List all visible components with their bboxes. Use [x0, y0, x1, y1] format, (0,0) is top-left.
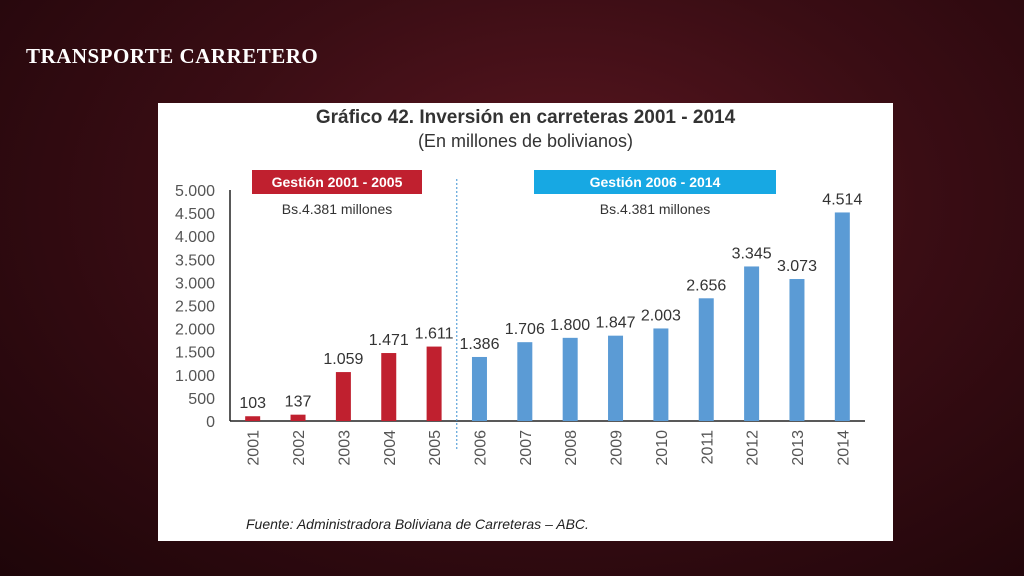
y-tick-label: 500 — [188, 391, 215, 408]
y-tick-label: 1.500 — [175, 345, 215, 362]
x-tick-label: 2003 — [336, 430, 353, 466]
x-tick-label: 2005 — [427, 430, 444, 466]
bar-chart: 0 500 1.000 1.500 2.000 2.500 3.000 3.500 4.000 4… — [175, 179, 865, 466]
value-label: 1.386 — [459, 336, 499, 353]
bar — [789, 279, 805, 421]
chart-title: Gráfico 42. Inversión en carreteras 2001… — [315, 107, 736, 128]
x-tick-label: 2009 — [609, 430, 626, 466]
bar — [245, 416, 261, 421]
bar — [335, 372, 351, 421]
period-label-2001-2005: Gestión 2001 - 2005 — [252, 170, 422, 194]
y-tick-label: 4.500 — [175, 206, 215, 223]
chart-panel: Gráfico 42. Inversión en carreteras 2001… — [158, 103, 893, 541]
y-tick-label: 4.000 — [175, 229, 215, 246]
y-tick-label: 3.500 — [175, 252, 215, 269]
source-note: Fuente: Administradora Boliviana de Carr… — [246, 516, 589, 532]
bar — [698, 298, 714, 421]
x-tick-label: 2002 — [291, 430, 308, 466]
value-label: 1.471 — [369, 332, 409, 349]
value-label: 1.059 — [323, 351, 363, 368]
value-label: 3.345 — [732, 245, 772, 262]
x-tick-label: 2008 — [563, 430, 580, 466]
value-label: 137 — [285, 394, 312, 411]
x-tick-label: 2007 — [518, 430, 535, 466]
bar — [290, 414, 306, 421]
y-tick-label: 0 — [206, 414, 215, 431]
bar — [471, 356, 487, 421]
value-label: 2.656 — [686, 277, 726, 294]
y-tick-label: 2.000 — [175, 322, 215, 339]
period-note-2001-2005: Bs.4.381 millones — [281, 201, 393, 217]
x-tick-label: 2004 — [382, 430, 399, 466]
value-label: 1.800 — [550, 317, 590, 334]
bar — [744, 266, 760, 421]
value-label: 103 — [239, 395, 266, 412]
value-label: 4.514 — [822, 191, 862, 208]
value-label: 3.073 — [777, 258, 817, 275]
bar — [608, 335, 624, 421]
bar — [381, 353, 397, 421]
value-label: 2.003 — [641, 307, 681, 324]
bar — [834, 212, 850, 421]
bar — [517, 342, 533, 421]
period-note-2006-2014: Bs.4.381 millones — [599, 201, 711, 217]
x-tick-label: 2001 — [246, 430, 263, 466]
value-label: 1.611 — [415, 326, 454, 343]
value-label: 1.706 — [505, 321, 545, 338]
x-tick-label: 2012 — [745, 430, 762, 466]
chart-subtitle: (En millones de bolivianos) — [417, 131, 634, 151]
period-label-2006-2014: Gestión 2006 - 2014 — [534, 170, 776, 194]
x-tick-label: 2010 — [654, 430, 671, 466]
x-tick-label: 2013 — [790, 430, 807, 466]
y-tick-label: 1.000 — [175, 368, 215, 385]
x-tick-label: 2006 — [472, 430, 489, 466]
bar — [653, 328, 669, 421]
y-tick-label: 5.000 — [175, 183, 215, 200]
x-tick-label: 2011 — [699, 430, 716, 465]
x-tick-label: 2014 — [835, 430, 852, 466]
y-tick-label: 2.500 — [175, 299, 215, 316]
value-label: 1.847 — [596, 315, 636, 332]
slide-title: TRANSPORTE CARRETERO — [26, 44, 319, 68]
bar — [426, 346, 442, 421]
bar — [562, 337, 578, 421]
y-tick-label: 3.000 — [175, 275, 215, 292]
